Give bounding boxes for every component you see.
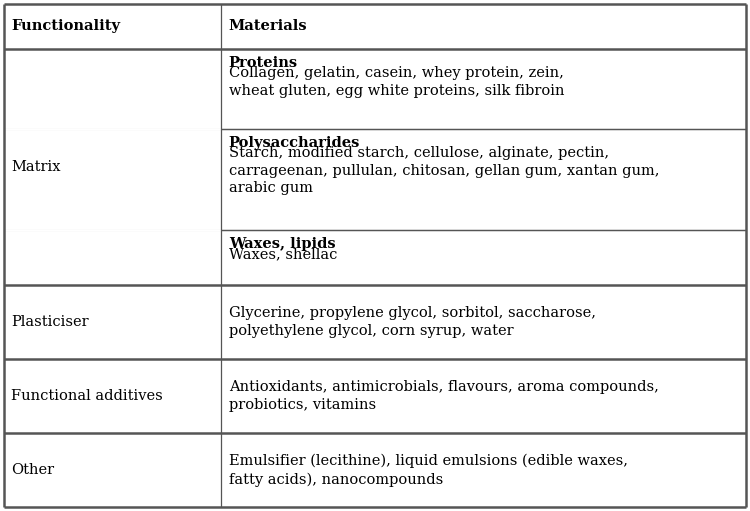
Text: Functionality: Functionality: [11, 19, 120, 33]
Text: Matrix: Matrix: [11, 160, 61, 174]
Text: Plasticiser: Plasticiser: [11, 315, 88, 329]
Text: Waxes, lipids: Waxes, lipids: [229, 237, 335, 250]
Text: Emulsifier (lecithine), liquid emulsions (edible waxes,
fatty acids), nanocompou: Emulsifier (lecithine), liquid emulsions…: [229, 454, 628, 486]
Text: Antioxidants, antimicrobials, flavours, aroma compounds,
probiotics, vitamins: Antioxidants, antimicrobials, flavours, …: [229, 380, 658, 412]
Text: Other: Other: [11, 463, 54, 477]
Text: Polysaccharides: Polysaccharides: [229, 135, 360, 150]
Text: Waxes, shellac: Waxes, shellac: [229, 247, 338, 261]
Text: Glycerine, propylene glycol, sorbitol, saccharose,
polyethylene glycol, corn syr: Glycerine, propylene glycol, sorbitol, s…: [229, 306, 596, 338]
Text: Starch, modified starch, cellulose, alginate, pectin,
carrageenan, pullulan, chi: Starch, modified starch, cellulose, algi…: [229, 146, 659, 195]
Text: Proteins: Proteins: [229, 56, 298, 70]
Text: Materials: Materials: [229, 19, 308, 33]
Text: Collagen, gelatin, casein, whey protein, zein,
wheat gluten, egg white proteins,: Collagen, gelatin, casein, whey protein,…: [229, 66, 564, 98]
Text: Functional additives: Functional additives: [11, 389, 163, 403]
